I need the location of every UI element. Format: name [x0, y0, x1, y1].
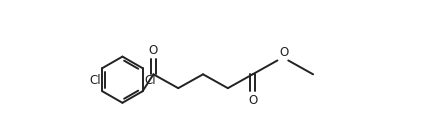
- Text: O: O: [149, 44, 158, 57]
- Text: Cl: Cl: [144, 74, 156, 87]
- Text: O: O: [279, 46, 288, 59]
- Text: Cl: Cl: [89, 74, 101, 87]
- Text: O: O: [248, 94, 257, 107]
